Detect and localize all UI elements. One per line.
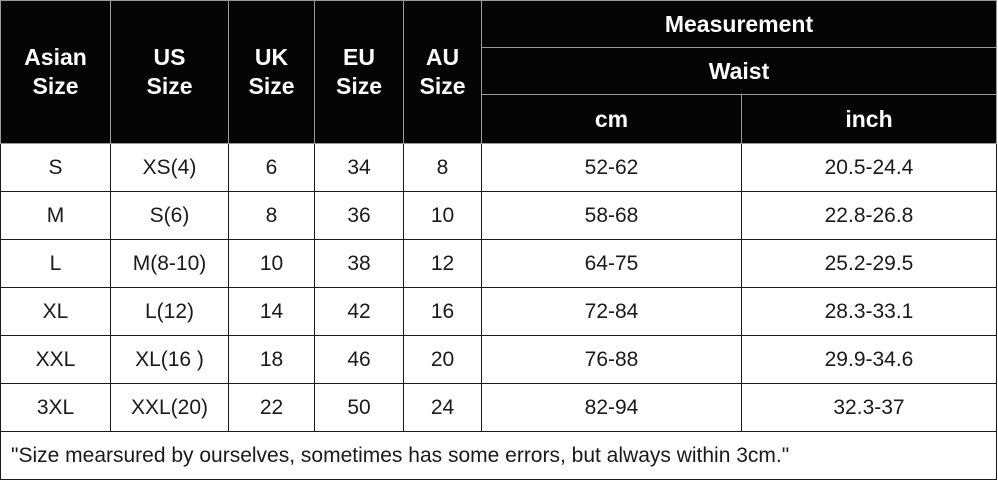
- table-row: M S(6) 8 36 10 58-68 22.8-26.8: [0, 191, 997, 240]
- cell-us-size: L(12): [110, 287, 229, 336]
- footnote-text: "Size mearsured by ourselves, sometimes …: [0, 431, 997, 480]
- cell-waist-cm: 76-88: [481, 335, 742, 384]
- table-row: XL L(12) 14 42 16 72-84 28.3-33.1: [0, 287, 997, 336]
- cell-eu-size: 42: [314, 287, 404, 336]
- cell-uk-size: 8: [228, 191, 315, 240]
- cell-eu-size: 38: [314, 239, 404, 288]
- header-asian-size-line1: Asian: [24, 44, 87, 71]
- cell-eu-size: 50: [314, 383, 404, 432]
- cell-waist-cm: 82-94: [481, 383, 742, 432]
- header-us-size-line2: Size: [146, 73, 193, 99]
- header-measurement: Measurement: [481, 0, 997, 48]
- header-uk-size-line1: UK: [254, 44, 289, 71]
- header-au-size: AU Size: [403, 0, 482, 144]
- cell-uk-size: 18: [228, 335, 315, 384]
- cell-au-size: 8: [403, 143, 482, 192]
- header-inch: inch: [741, 94, 997, 144]
- cell-waist-inch: 28.3-33.1: [741, 287, 997, 336]
- cell-uk-size: 6: [228, 143, 315, 192]
- table-header: Asian Size US Size UK Size EU Size AU: [0, 0, 997, 144]
- cell-waist-cm: 58-68: [481, 191, 742, 240]
- cell-au-size: 10: [403, 191, 482, 240]
- cell-asian-size: S: [0, 143, 111, 192]
- cell-waist-inch: 25.2-29.5: [741, 239, 997, 288]
- cell-eu-size: 36: [314, 191, 404, 240]
- cell-us-size: XL(16 ): [110, 335, 229, 384]
- header-uk-size-line2: Size: [248, 73, 295, 99]
- cell-waist-inch: 20.5-24.4: [741, 143, 997, 192]
- cell-waist-inch: 22.8-26.8: [741, 191, 997, 240]
- cell-eu-size: 34: [314, 143, 404, 192]
- table-row: 3XL XXL(20) 22 50 24 82-94 32.3-37: [0, 383, 997, 432]
- cell-uk-size: 22: [228, 383, 315, 432]
- header-eu-size: EU Size: [314, 0, 404, 144]
- cell-us-size: S(6): [110, 191, 229, 240]
- header-waist: Waist: [481, 47, 997, 95]
- cell-waist-cm: 72-84: [481, 287, 742, 336]
- cell-waist-inch: 29.9-34.6: [741, 335, 997, 384]
- header-au-size-line2: Size: [419, 73, 466, 99]
- cell-waist-cm: 64-75: [481, 239, 742, 288]
- cell-uk-size: 10: [228, 239, 315, 288]
- cell-waist-cm: 52-62: [481, 143, 742, 192]
- cell-au-size: 24: [403, 383, 482, 432]
- header-cm: cm: [481, 94, 742, 144]
- cell-us-size: M(8-10): [110, 239, 229, 288]
- table-row: S XS(4) 6 34 8 52-62 20.5-24.4: [0, 143, 997, 192]
- cell-waist-inch: 32.3-37: [741, 383, 997, 432]
- cell-au-size: 20: [403, 335, 482, 384]
- table-row: L M(8-10) 10 38 12 64-75 25.2-29.5: [0, 239, 997, 288]
- cell-asian-size: 3XL: [0, 383, 111, 432]
- cell-uk-size: 14: [228, 287, 315, 336]
- cell-asian-size: L: [0, 239, 111, 288]
- header-au-size-line1: AU: [425, 44, 460, 71]
- header-eu-size-line2: Size: [335, 73, 383, 99]
- cell-us-size: XS(4): [110, 143, 229, 192]
- header-us-size: US Size: [110, 0, 229, 144]
- footnote-row: "Size mearsured by ourselves, sometimes …: [0, 431, 997, 480]
- table-footer: "Size mearsured by ourselves, sometimes …: [0, 431, 997, 480]
- cell-us-size: XXL(20): [110, 383, 229, 432]
- cell-asian-size: XXL: [0, 335, 111, 384]
- table-row: XXL XL(16 ) 18 46 20 76-88 29.9-34.6: [0, 335, 997, 384]
- cell-au-size: 16: [403, 287, 482, 336]
- header-uk-size: UK Size: [228, 0, 315, 144]
- cell-eu-size: 46: [314, 335, 404, 384]
- cell-asian-size: M: [0, 191, 111, 240]
- table-body: S XS(4) 6 34 8 52-62 20.5-24.4 M S(6) 8 …: [0, 143, 997, 432]
- header-us-size-line1: US: [153, 44, 186, 71]
- header-eu-size-line1: EU: [343, 44, 375, 71]
- header-asian-size-line2: Size: [32, 73, 79, 99]
- cell-au-size: 12: [403, 239, 482, 288]
- cell-asian-size: XL: [0, 287, 111, 336]
- header-asian-size: Asian Size: [0, 0, 111, 144]
